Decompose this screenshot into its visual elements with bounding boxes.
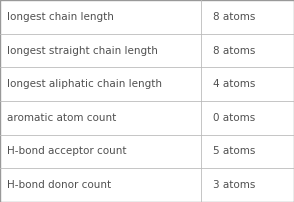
Text: 8 atoms: 8 atoms [213,12,255,22]
Bar [0,67,294,101]
Text: 3 atoms: 3 atoms [213,180,255,190]
Text: aromatic atom count: aromatic atom count [7,113,117,123]
Text: longest chain length: longest chain length [7,12,114,22]
Bar [0,135,294,168]
Text: H-bond acceptor count: H-bond acceptor count [7,146,127,157]
Text: H-bond donor count: H-bond donor count [7,180,111,190]
Text: 4 atoms: 4 atoms [213,79,255,89]
Text: 5 atoms: 5 atoms [213,146,255,157]
Text: 0 atoms: 0 atoms [213,113,255,123]
Bar [0,0,294,34]
Text: 8 atoms: 8 atoms [213,45,255,56]
Bar [0,101,294,135]
Bar [0,168,294,202]
Text: longest aliphatic chain length: longest aliphatic chain length [7,79,162,89]
Text: longest straight chain length: longest straight chain length [7,45,158,56]
Bar [0,34,294,67]
